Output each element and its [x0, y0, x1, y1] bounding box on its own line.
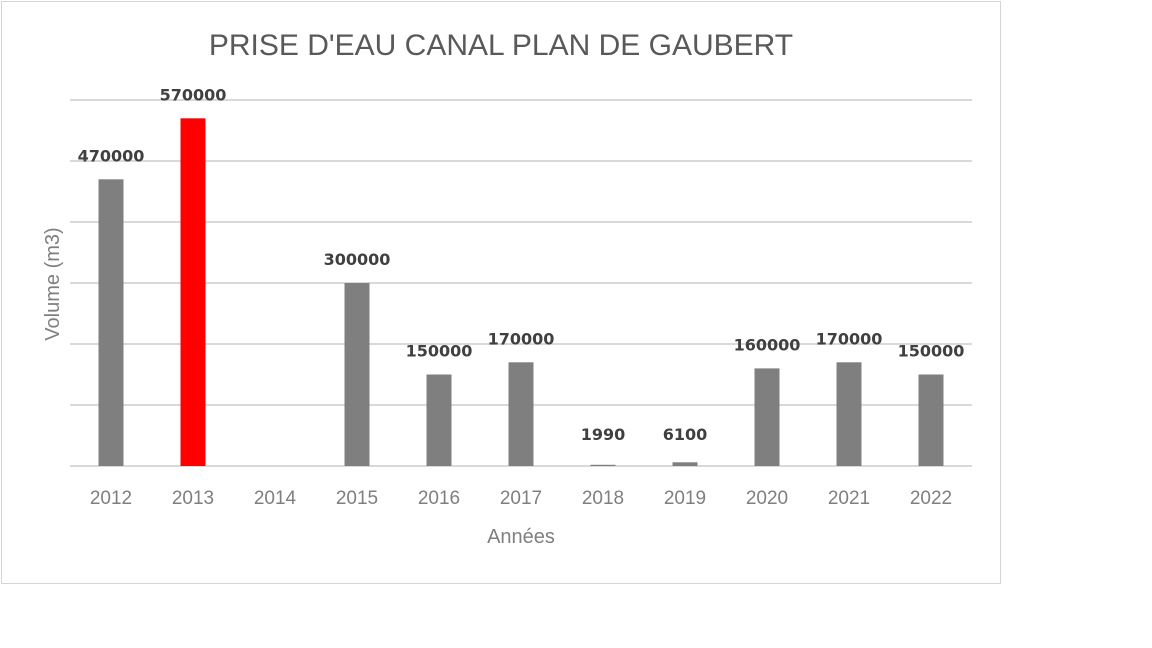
x-axis-title: Années [487, 526, 555, 548]
x-tick-label-2015: 2015 [336, 488, 378, 509]
x-tick-label-2017: 2017 [500, 488, 542, 509]
data-label-2015: 300000 [324, 250, 391, 269]
data-labels: 470000 570000 300000 150000 170000 1990 6100 16… [78, 85, 965, 444]
x-tick-label-2013: 2013 [172, 488, 214, 509]
bar-2019 [672, 462, 698, 466]
y-axis-title: Volume (m3) [42, 227, 64, 340]
bar-2015 [344, 283, 370, 466]
bar-2018 [590, 464, 616, 466]
bar-2021 [836, 362, 862, 466]
data-label-2018: 1990 [581, 425, 626, 444]
data-label-2022: 150000 [898, 342, 965, 361]
gridlines [70, 99, 972, 467]
bar-2013 [180, 118, 206, 467]
data-label-2013: 570000 [160, 85, 227, 104]
chart-title: PRISE D'EAU CANAL PLAN DE GAUBERT [209, 29, 793, 62]
chart-frame [1, 1, 1001, 584]
bar-2017 [508, 362, 534, 466]
x-tick-label-2016: 2016 [418, 488, 460, 509]
x-tick-label-2018: 2018 [582, 488, 624, 509]
data-label-2021: 170000 [816, 329, 883, 348]
data-label-2016: 150000 [406, 342, 473, 361]
x-tick-label-2020: 2020 [746, 488, 788, 509]
x-tick-label-2014: 2014 [254, 488, 297, 509]
x-tick-label-2012: 2012 [90, 488, 132, 509]
x-tick-label-2019: 2019 [664, 488, 706, 509]
x-tick-label-2021: 2021 [828, 488, 870, 509]
bar-2022 [918, 374, 944, 466]
x-axis-tick-labels: 2012 2013 2014 2015 2016 2017 2018 2019 2020 2021… [90, 488, 952, 509]
x-tick-label-2022: 2022 [910, 488, 952, 509]
bar-2020 [754, 368, 780, 466]
data-label-2017: 170000 [488, 329, 555, 348]
data-label-2012: 470000 [78, 146, 145, 165]
bar-2016 [426, 374, 452, 466]
data-label-2020: 160000 [734, 335, 801, 354]
bar-2012 [98, 179, 124, 467]
bars [98, 118, 944, 467]
data-label-2019: 6100 [663, 425, 708, 444]
